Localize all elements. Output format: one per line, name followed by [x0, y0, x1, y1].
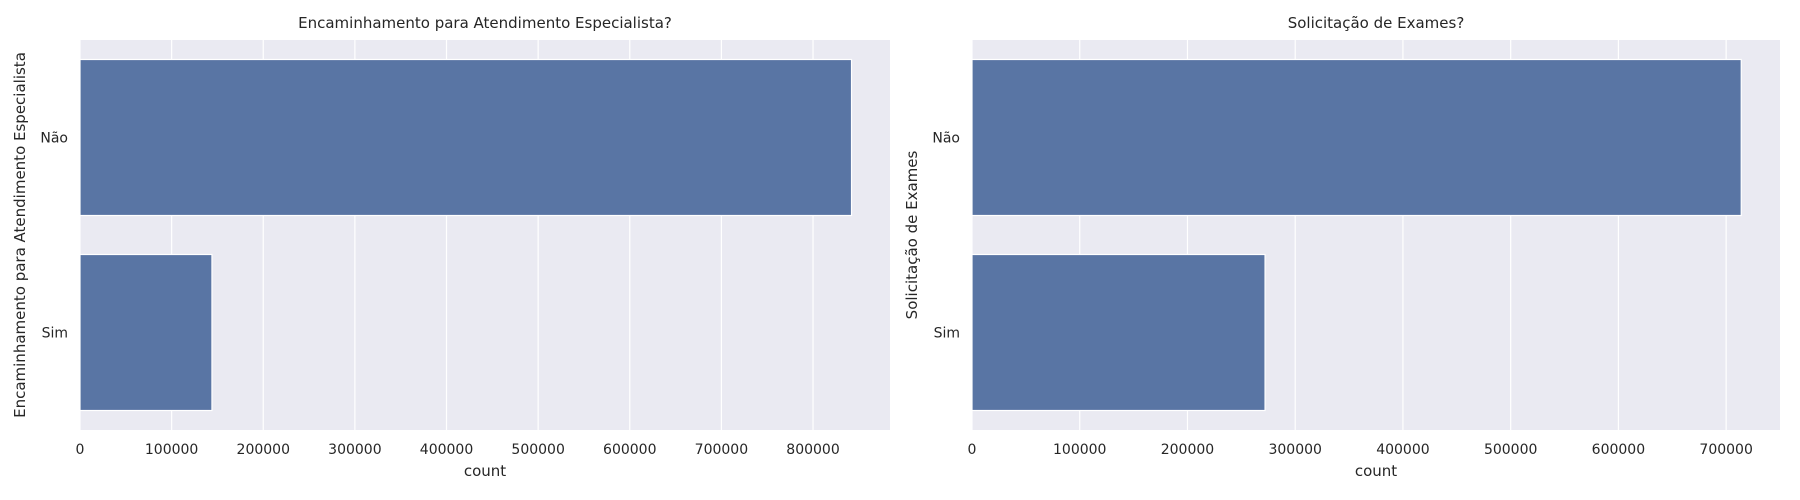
bar-nao: [971, 58, 1742, 217]
y-tick-label: Sim: [42, 326, 68, 342]
x-axis-label: count: [464, 462, 506, 480]
x-axis-label: count: [1355, 462, 1397, 480]
x-tick-labels: 0 100000 200000 300000 400000 500000 600000 700…: [968, 442, 1753, 458]
y-tick-label: Sim: [934, 326, 960, 342]
x-tick-label: 600000: [1592, 442, 1645, 458]
y-axis-label: Solicitação de Exames: [903, 151, 921, 320]
bars: [971, 58, 1742, 412]
y-tick-labels: Não Sim: [40, 131, 68, 342]
x-tick-label: 200000: [237, 442, 290, 458]
chart-encaminhamento: 0 100000 200000 300000 400000 500000 600000 700…: [11, 14, 890, 480]
y-axis-label: Encaminhamento para Atendimento Especial…: [11, 52, 29, 418]
x-tick-label: 0: [76, 442, 85, 458]
x-tick-label: 200000: [1161, 442, 1214, 458]
x-tick-label: 500000: [1484, 442, 1537, 458]
x-tick-label: 700000: [1699, 442, 1752, 458]
bars: [79, 58, 853, 412]
x-tick-label: 0: [968, 442, 977, 458]
chart-title: Solicitação de Exames?: [1288, 14, 1465, 32]
bar-nao: [79, 58, 853, 217]
x-tick-label: 500000: [511, 442, 564, 458]
x-tick-label: 700000: [695, 442, 748, 458]
chart-solicitacao-exames: 0 100000 200000 300000 400000 500000 600000 700…: [903, 14, 1780, 480]
x-tick-label: 100000: [145, 442, 198, 458]
bar-sim: [79, 253, 213, 412]
x-tick-label: 400000: [1376, 442, 1429, 458]
y-tick-labels: Não Sim: [932, 131, 960, 342]
x-tick-label: 400000: [420, 442, 473, 458]
x-tick-label: 600000: [603, 442, 656, 458]
x-tick-label: 300000: [1268, 442, 1321, 458]
x-tick-label: 300000: [328, 442, 381, 458]
x-tick-labels: 0 100000 200000 300000 400000 500000 600000 700…: [76, 442, 840, 458]
y-tick-label: Não: [932, 131, 960, 147]
x-tick-label: 800000: [786, 442, 839, 458]
bar-sim: [971, 253, 1266, 412]
chart-title: Encaminhamento para Atendimento Especial…: [298, 14, 672, 32]
y-tick-label: Não: [40, 131, 68, 147]
x-tick-label: 100000: [1053, 442, 1106, 458]
